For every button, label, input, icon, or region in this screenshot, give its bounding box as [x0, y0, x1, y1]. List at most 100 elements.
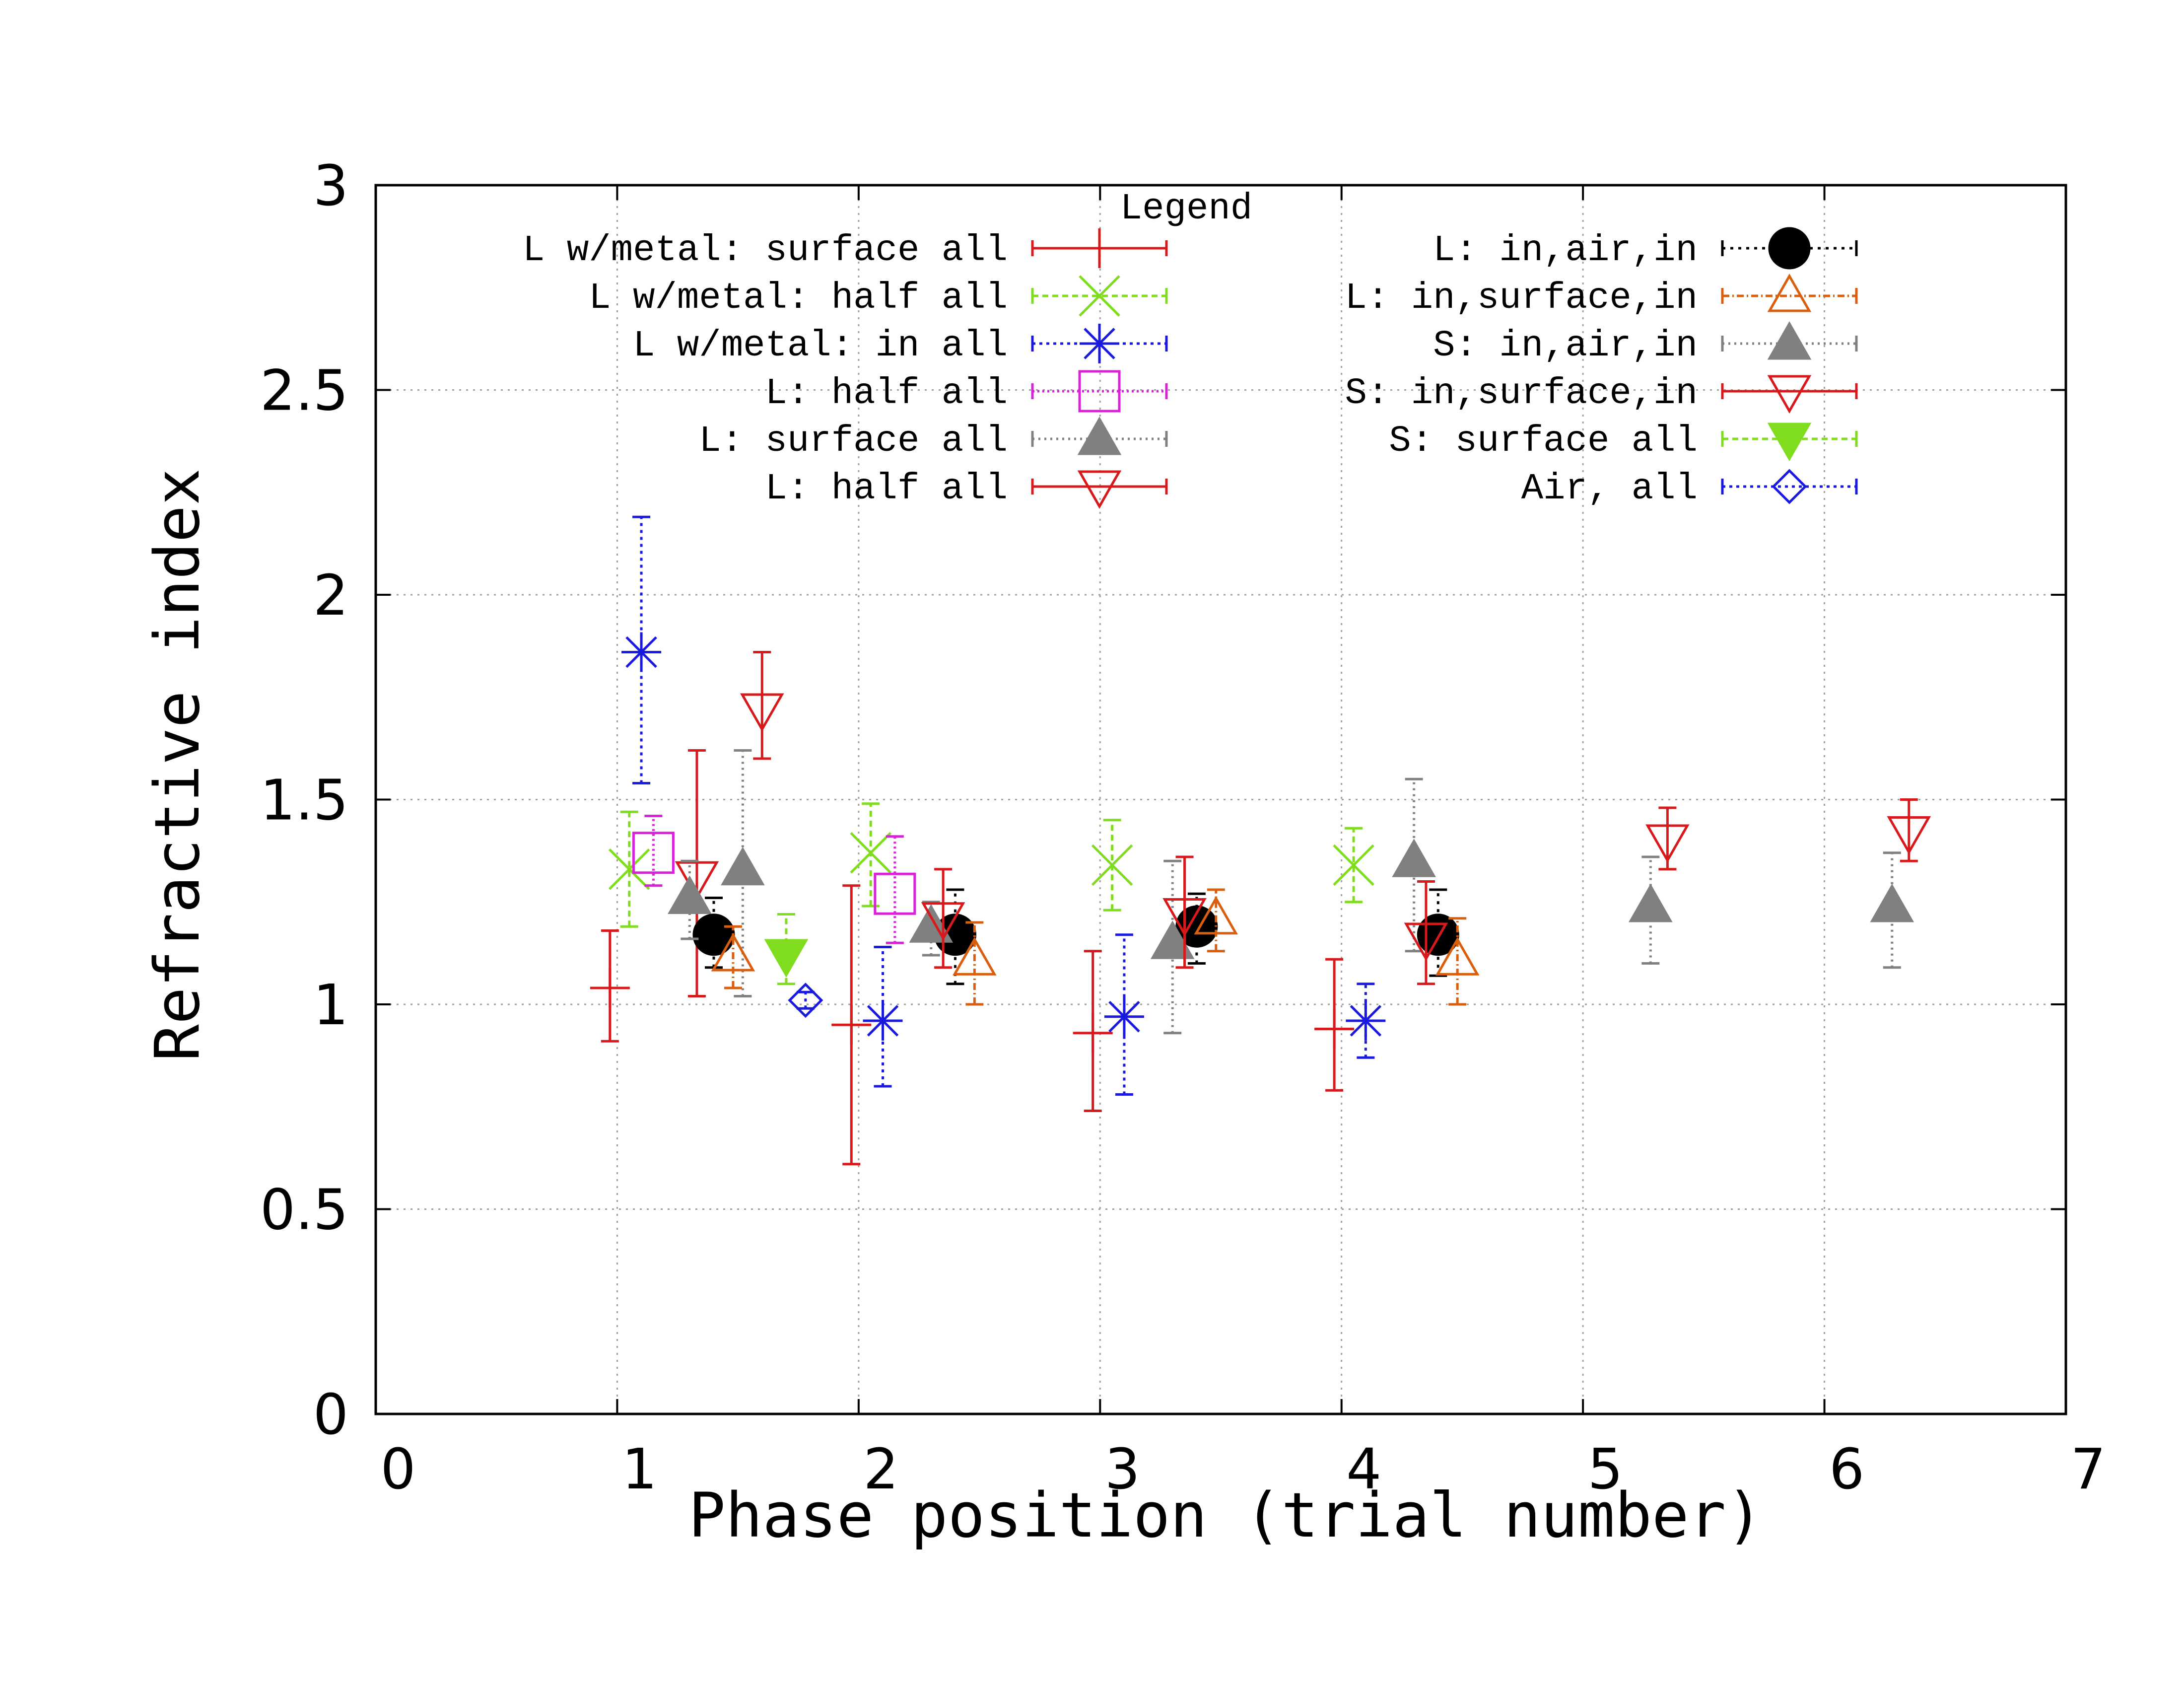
- legend-label: L w/metal: half all: [589, 278, 1008, 319]
- y-tick-label: 0.5: [260, 1178, 348, 1243]
- data-point: [1629, 883, 1673, 922]
- y-tick-label: 1.5: [260, 769, 348, 833]
- data-point: [608, 848, 650, 890]
- legend-entry-0: L w/metal: surface all: [523, 228, 1168, 272]
- x-tick-label: 2: [863, 1437, 898, 1502]
- data-point: [1333, 844, 1374, 886]
- data-point: [1314, 1009, 1355, 1049]
- data-point: [1346, 1001, 1386, 1041]
- legend-marker: [1078, 370, 1121, 413]
- series-8: [668, 777, 1914, 1035]
- series-3: [632, 815, 916, 944]
- legend-entry-5: L: half all: [765, 468, 1168, 510]
- data-point: [668, 875, 712, 914]
- x-tick-label: 6: [1829, 1437, 1864, 1502]
- legend-marker: [1077, 470, 1122, 509]
- legend-label: S: in,air,in: [1433, 325, 1698, 367]
- legend-entry-8: S: in,air,in: [1433, 321, 1858, 367]
- series-7: [711, 888, 1480, 1006]
- legend-label: L w/metal: in all: [633, 325, 1008, 367]
- data-point: [711, 932, 755, 972]
- x-axis-title: Phase position (trial number): [688, 1480, 1763, 1551]
- y-tick-label: 1: [313, 973, 348, 1038]
- data-point: [1073, 1013, 1113, 1053]
- legend-entry-6: L: in,air,in: [1433, 227, 1858, 272]
- legend-title: Legend: [1120, 188, 1252, 230]
- legend-entry-2: L w/metal: in all: [633, 324, 1168, 367]
- data-point: [953, 937, 997, 976]
- legend-label: S: in,surface,in: [1345, 373, 1698, 415]
- y-tick-label: 2.5: [260, 359, 348, 423]
- x-tick-label: 1: [622, 1437, 657, 1502]
- y-tick-label: 3: [313, 154, 348, 218]
- legend-label: L: in,air,in: [1433, 230, 1698, 272]
- legend-entry-4: L: surface all: [699, 416, 1168, 462]
- data-point: [1645, 824, 1690, 863]
- series-0: [590, 884, 1355, 1166]
- plot-frame: [374, 184, 2067, 1415]
- legend-marker: [1768, 227, 1811, 270]
- data-point: [621, 632, 662, 672]
- data-point: [1887, 816, 1931, 855]
- data-point: [1870, 883, 1914, 922]
- legend-entry-7: L: in,surface,in: [1345, 273, 1858, 319]
- series-10: [764, 913, 809, 985]
- legend-entry-1: L w/metal: half all: [589, 275, 1168, 319]
- data-layer: [590, 515, 1931, 1166]
- data-point: [764, 939, 809, 978]
- data-point: [874, 872, 916, 915]
- data-point: [740, 693, 784, 732]
- legend-marker: [1767, 422, 1812, 462]
- data-point: [1392, 839, 1436, 877]
- legend-entry-9: S: in,surface,in: [1345, 373, 1858, 415]
- x-tick-label: 4: [1346, 1437, 1381, 1502]
- y-tick-label: 0: [313, 1383, 348, 1447]
- y-tick-label: 2: [313, 563, 348, 628]
- y-axis-title: Refractive index: [142, 468, 213, 1061]
- legend-marker: [1080, 324, 1119, 363]
- x-tick-label: 0: [380, 1437, 415, 1502]
- x-tick-label: 7: [2070, 1437, 2106, 1502]
- legend-entry-3: L: half all: [765, 370, 1168, 415]
- legend-marker: [1772, 469, 1807, 504]
- x-tick-label: 3: [1105, 1437, 1140, 1502]
- data-point: [692, 914, 735, 956]
- data-point: [1435, 937, 1480, 976]
- legend-marker: [1767, 375, 1812, 414]
- data-point: [632, 832, 675, 874]
- data-point: [1104, 996, 1144, 1037]
- data-point: [721, 846, 765, 886]
- legend-label: S: surface all: [1389, 421, 1698, 462]
- series-1: [608, 802, 1374, 928]
- axis-layer: 0 1 2 3 4 5 6 7 0 0.5 1 1.5 2 2.5 3: [260, 154, 2106, 1502]
- series-5: [675, 651, 784, 997]
- legend-marker: [1077, 416, 1122, 455]
- legend-entry-11: Air, all: [1521, 468, 1858, 510]
- data-point: [1194, 896, 1238, 935]
- legend-label: L: in,surface,in: [1345, 278, 1698, 319]
- legend-marker: [1080, 228, 1119, 268]
- legend-marker: [1767, 321, 1812, 360]
- data-point: [921, 902, 965, 941]
- grid-layer: [376, 185, 2066, 1414]
- legend-label: L: surface all: [699, 421, 1008, 462]
- series-2: [621, 515, 1386, 1096]
- legend-label: L: half all: [765, 373, 1008, 415]
- data-point: [1091, 844, 1133, 886]
- x-tick-label: 5: [1588, 1437, 1623, 1502]
- data-point: [1162, 898, 1207, 937]
- data-point: [1404, 922, 1448, 962]
- series-6: [692, 888, 1459, 985]
- legend-label: L: half all: [765, 468, 1008, 510]
- series-4: [721, 749, 765, 997]
- legend-entry-10: S: surface all: [1389, 421, 1858, 462]
- series-9: [921, 798, 1931, 985]
- legend-label: L w/metal: surface all: [523, 230, 1008, 272]
- data-point: [590, 968, 630, 1008]
- data-point: [831, 1005, 872, 1045]
- data-point: [788, 983, 823, 1018]
- data-point: [675, 861, 719, 900]
- legend: L w/metal: surface all L w/metal: half al…: [523, 227, 1858, 510]
- data-point: [1150, 920, 1195, 959]
- legend-marker: [1079, 275, 1120, 317]
